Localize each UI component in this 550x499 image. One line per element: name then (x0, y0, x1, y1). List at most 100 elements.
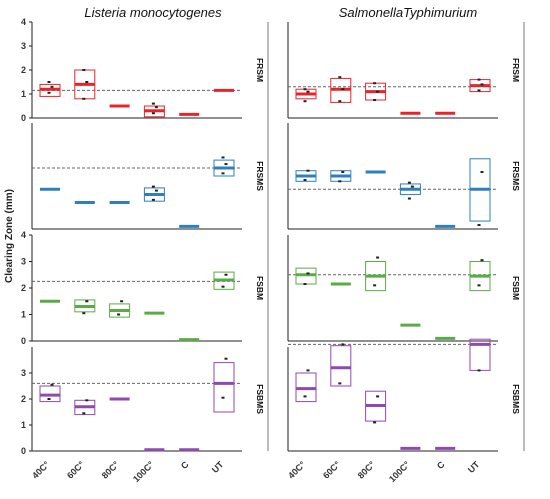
data-point (151, 102, 155, 105)
y-tick-label: 0 (21, 113, 26, 123)
data-point (50, 383, 54, 386)
box-5 (213, 362, 235, 413)
data-point (47, 81, 51, 83)
row-strip-label: FRSM (255, 58, 265, 82)
data-point (50, 85, 54, 88)
y-tick-label: 1 (21, 89, 26, 99)
data-point (407, 181, 411, 184)
data-point (477, 78, 481, 81)
data-point (117, 313, 121, 316)
data-point (120, 300, 124, 303)
data-point (82, 312, 86, 315)
data-point (47, 91, 51, 94)
data-point (480, 171, 484, 174)
data-point (477, 284, 481, 287)
y-tick-label: 4 (21, 230, 26, 240)
y-tick-label: 3 (21, 257, 26, 267)
row-strip-label: FRSM (511, 58, 521, 82)
data-point (477, 224, 481, 227)
panel-fsbms-col1: FSBMS 40C° 60C° 80C° 100C° C UT (286, 338, 521, 484)
data-point (303, 100, 307, 103)
data-point (154, 106, 158, 109)
data-point (303, 88, 307, 91)
data-point (154, 189, 158, 192)
x-tick-label: 100C° (131, 459, 156, 484)
panel-fsbm-col1: FSBM (287, 235, 521, 342)
data-point (477, 369, 481, 372)
x-tick-label: 60C° (65, 459, 87, 481)
panel-frsms-col0: FRSMS (31, 123, 265, 230)
row-strip-label: FSBM (255, 276, 265, 300)
data-point (338, 100, 342, 103)
panel-frsm-col1: FRSM (287, 22, 521, 119)
data-point (224, 273, 228, 276)
data-point (306, 369, 310, 372)
x-tick-label: C (435, 459, 447, 471)
x-tick-label: 80C° (356, 459, 378, 481)
data-point (151, 112, 155, 115)
data-point (224, 163, 228, 166)
data-point (82, 69, 86, 71)
data-point (151, 185, 155, 188)
panel-fsbm-col0: 0 1 2 3 4 FSBM (21, 230, 265, 346)
data-point (338, 76, 342, 79)
y-tick-label: 2 (21, 283, 26, 293)
y-tick-label: 4 (21, 17, 26, 27)
title-salmonella: SalmonellaTyphimurium (339, 5, 478, 20)
data-point (85, 300, 89, 303)
data-point (480, 259, 484, 262)
data-point (341, 88, 345, 91)
data-point (82, 412, 86, 415)
x-tick-label: 100C° (387, 459, 412, 484)
data-point (82, 97, 86, 100)
y-tick-label: 1 (21, 310, 26, 320)
data-point (373, 82, 377, 85)
chart-panels: 0 1 2 3 4 FRSM FRSM FRSMS FRSMS 0 1 2 3 4 FSBM FSBM 0 1 2 3… (21, 17, 525, 484)
data-point (480, 83, 484, 86)
data-point (306, 90, 310, 93)
panel-frsms-col1: FRSMS (287, 123, 521, 230)
x-tick-label: 60C° (321, 459, 343, 481)
row-strip-label: FRSMS (511, 161, 521, 191)
data-point (376, 90, 380, 93)
x-tick-label: UT (466, 459, 482, 475)
y-tick-label: 2 (21, 65, 26, 75)
x-tick-label: 40C° (286, 459, 308, 481)
data-point (221, 156, 225, 159)
data-point (338, 382, 342, 385)
y-tick-label: 0 (21, 336, 26, 346)
y-tick-label: 3 (21, 41, 26, 51)
data-point (47, 398, 51, 400)
y-tick-label: 3 (21, 368, 26, 378)
data-point (410, 185, 414, 188)
row-strip-label: FSBM (511, 276, 521, 300)
data-point (85, 399, 89, 402)
row-strip-label: FRSMS (255, 161, 265, 191)
data-point (224, 357, 228, 360)
panel-frsm-col0: 0 1 2 3 4 FRSM (21, 17, 265, 123)
data-point (151, 198, 155, 201)
y-tick-label: 1 (21, 420, 26, 430)
data-point (341, 171, 345, 174)
box-1 (330, 345, 352, 387)
data-point (303, 283, 307, 286)
data-point (306, 272, 310, 275)
data-point (338, 180, 342, 183)
x-tick-label: C (179, 459, 191, 471)
data-point (373, 284, 377, 287)
title-listeria: Listeria monocytogenes (84, 5, 222, 20)
data-point (341, 343, 345, 346)
data-point (373, 99, 377, 101)
data-point (376, 395, 380, 398)
x-tick-label: 80C° (100, 459, 122, 481)
data-point (221, 285, 225, 288)
row-strip-label: FSBMS (511, 384, 521, 414)
data-point (477, 89, 481, 92)
data-point (303, 178, 307, 181)
y-axis-label: Clearing Zone (mm) (4, 189, 15, 283)
data-point (407, 197, 411, 200)
row-strip-label: FSBMS (255, 384, 265, 414)
data-point (306, 169, 310, 172)
data-point (376, 256, 380, 259)
